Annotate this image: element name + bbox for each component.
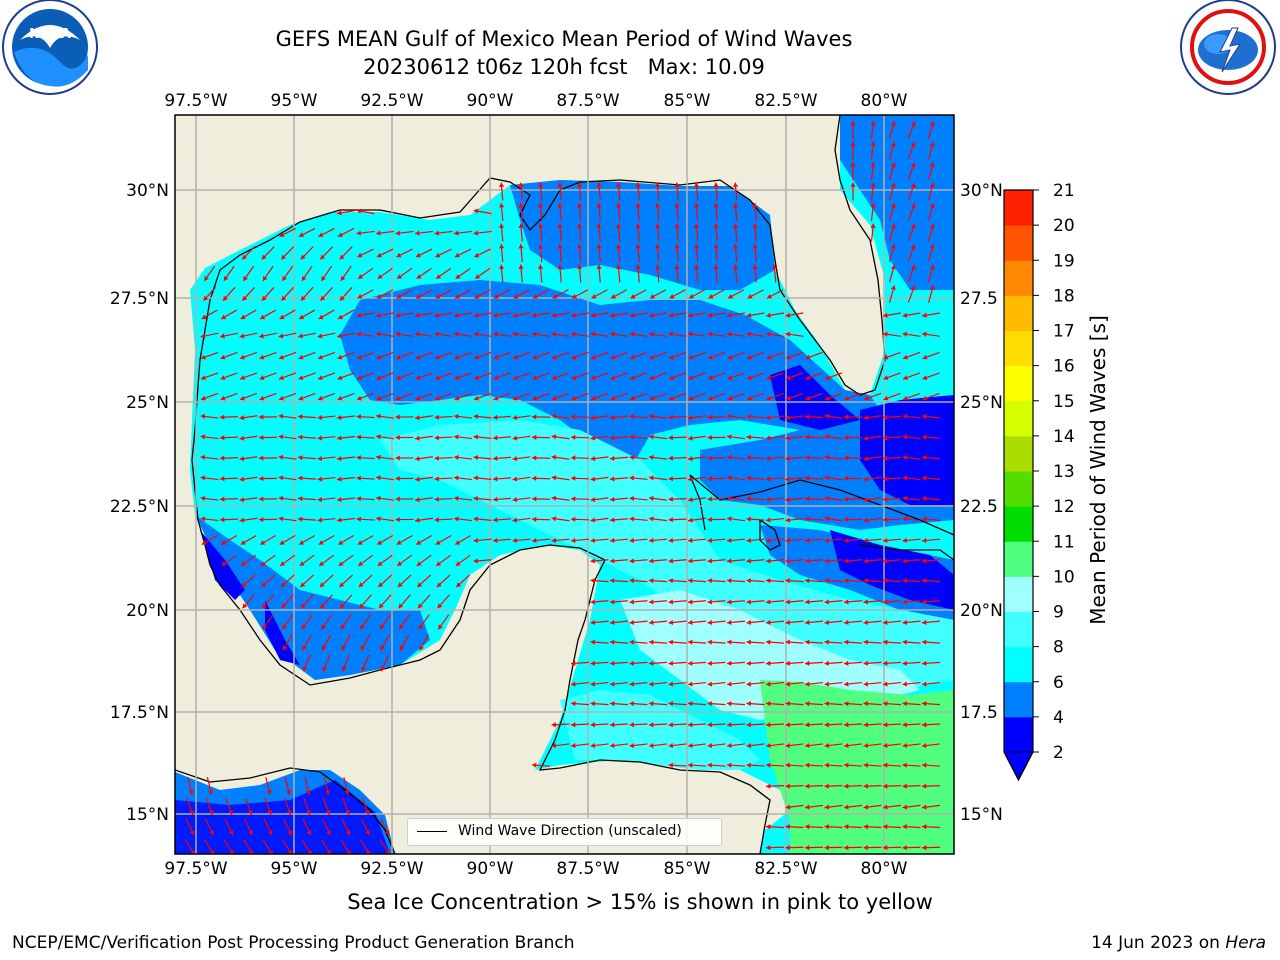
lon-tick-bottom: 92.5°W: [360, 859, 423, 879]
colorbar-tick: 15: [1053, 392, 1075, 412]
lat-tick-right: 15°N: [960, 805, 1003, 825]
colorbar-segment: [1004, 365, 1033, 402]
map-frame: [174, 114, 955, 855]
lon-tick-bottom: 95°W: [271, 859, 318, 879]
footer-host: Hera: [1225, 933, 1266, 953]
lat-tick-left: 20°N: [126, 601, 169, 621]
colorbar-segment: [1004, 471, 1033, 507]
colorbar-tick: 4: [1053, 708, 1064, 728]
colorbar-tick: 12: [1053, 497, 1075, 517]
lat-tick-left: 27.5°N: [110, 289, 169, 309]
colorbar-segment: [1004, 506, 1033, 542]
lat-tick-left: 15°N: [126, 805, 169, 825]
colorbar-segment: [1004, 295, 1033, 331]
lat-tick-right: 17.5: [960, 703, 998, 723]
chart-title: GEFS MEAN Gulf of Mexico Mean Period of …: [275, 27, 853, 51]
footer-date: 14 Jun 2023 on Hera: [1091, 933, 1266, 953]
lon-tick-top: 92.5°W: [360, 91, 423, 111]
colorbar-segment: [1004, 225, 1033, 261]
lat-tick-right: 30°N: [960, 181, 1003, 201]
lat-tick-left: 30°N: [126, 181, 169, 201]
lat-ticks-left: 30°N 27.5°N 25°N 22.5°N 20°N 17.5°N 15°N: [110, 181, 169, 825]
colorbar-tick: 17: [1053, 322, 1075, 342]
footer-date-text: 14 Jun 2023 on: [1091, 933, 1226, 953]
sea-ice-note: Sea Ice Concentration > 15% is shown in …: [347, 890, 933, 914]
colorbar-tick: 9: [1053, 603, 1064, 623]
colorbar-tick: 2: [1053, 743, 1064, 763]
coastline: [175, 115, 954, 854]
lon-ticks-bottom: 97.5°W 95°W 92.5°W 90°W 87.5°W 85°W 82.5°W 80°W: [164, 859, 907, 879]
footer-credit: NCEP/EMC/Verification Post Processing Pr…: [12, 933, 575, 953]
lon-tick-top: 90°W: [467, 91, 514, 111]
lat-tick-left: 25°N: [126, 393, 169, 413]
lon-tick-bottom: 82.5°W: [754, 859, 817, 879]
lon-tick-top: 87.5°W: [556, 91, 619, 111]
colorbar-tick: 18: [1053, 286, 1075, 306]
lon-tick-top: 95°W: [271, 91, 318, 111]
colorbar-segment: [1004, 576, 1033, 612]
lat-tick-right: 22.5: [960, 497, 998, 517]
colorbar-segment: [1004, 541, 1033, 577]
lon-tick-top: 80°W: [861, 91, 908, 111]
colorbar-tick: 20: [1053, 216, 1075, 236]
colorbar-tick: 19: [1053, 251, 1075, 271]
colorbar-segment: [1004, 646, 1033, 683]
lon-tick-bottom: 90°W: [467, 859, 514, 879]
nws-logo: [1180, 0, 1276, 95]
colorbar-tick: 11: [1053, 532, 1075, 552]
legend-line-symbol: [417, 831, 447, 832]
legend-label: Wind Wave Direction (unscaled): [458, 823, 682, 839]
lon-ticks-top: 97.5°W 95°W 92.5°W 90°W 87.5°W 85°W 82.5°W 80°W: [164, 91, 907, 111]
colorbar-tick: 13: [1053, 462, 1075, 482]
wind-wave-direction-arrows: [184, 120, 941, 854]
colorbar-segment: [1004, 400, 1033, 437]
lat-ticks-right: 30°N 27.5 25°N 22.5 20°N 17.5 15°N: [960, 181, 1003, 825]
colorbar-segment: [1004, 330, 1033, 367]
lon-tick-bottom: 97.5°W: [164, 859, 227, 879]
colorbar-tick: 6: [1053, 673, 1064, 693]
colorbar: 2 4 6 8 9 10 11 12 13 14 15 16 17 18 19 20 21: [1003, 181, 1075, 782]
lon-tick-top: 97.5°W: [164, 91, 227, 111]
colorbar-tick: 16: [1053, 357, 1075, 377]
lat-tick-left: 22.5°N: [110, 497, 169, 517]
lat-tick-left: 17.5°N: [110, 703, 169, 723]
colorbar-segment: [1004, 611, 1033, 648]
lon-tick-top: 85°W: [664, 91, 711, 111]
colorbar-tick: 8: [1053, 638, 1064, 658]
noaa-logo: NOAA: [2, 0, 98, 95]
colorbar-segment: [1004, 681, 1033, 718]
lat-tick-right: 27.5: [960, 289, 998, 309]
lon-tick-bottom: 87.5°W: [556, 859, 619, 879]
chart-subtitle: 20230612 t06z 120h fcst Max: 10.09: [363, 55, 765, 79]
lon-tick-top: 82.5°W: [754, 91, 817, 111]
lon-tick-bottom: 80°W: [861, 859, 908, 879]
lat-tick-right: 25°N: [960, 393, 1003, 413]
gridlines: [175, 115, 954, 854]
colorbar-extend-arrow: [1003, 751, 1034, 782]
colorbar-segment: [1004, 190, 1033, 226]
map-legend: Wind Wave Direction (unscaled): [407, 818, 722, 846]
noaa-logo-text: NOAA: [29, 27, 71, 42]
lon-tick-bottom: 85°W: [664, 859, 711, 879]
colorbar-segment: [1004, 260, 1033, 296]
colorbar-segment: [1004, 716, 1033, 753]
colorbar-tick: 10: [1053, 567, 1075, 587]
colorbar-label: Mean Period of Wind Waves [s]: [1086, 315, 1110, 625]
colorbar-tick: 14: [1053, 427, 1075, 447]
colorbar-tick: 21: [1053, 181, 1075, 201]
colorbar-segment: [1004, 435, 1033, 472]
lat-tick-right: 20°N: [960, 601, 1003, 621]
